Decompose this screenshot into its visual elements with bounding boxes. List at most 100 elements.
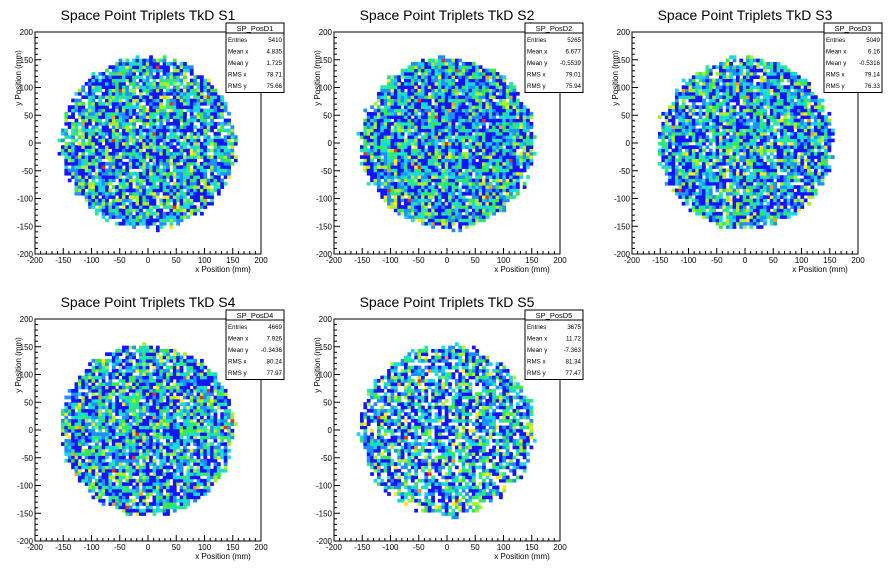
heatmap-cell — [455, 59, 459, 63]
heatmap-cell — [214, 189, 218, 193]
heatmap-cell — [513, 89, 517, 93]
heatmap-cell — [465, 199, 469, 203]
heatmap-cell — [496, 75, 500, 79]
heatmap-cell — [739, 65, 743, 69]
heatmap-cell — [702, 125, 706, 129]
heatmap-cell — [95, 132, 99, 136]
heatmap-cell — [496, 208, 500, 212]
heatmap-cell — [479, 172, 483, 176]
heatmap-cell — [380, 142, 384, 146]
heatmap-cell — [739, 122, 743, 126]
heatmap-cell — [472, 95, 476, 99]
heatmap-cell — [506, 102, 510, 106]
heatmap-cell — [190, 205, 194, 209]
heatmap-cell — [102, 132, 106, 136]
heatmap-cell — [115, 105, 119, 109]
heatmap-cell — [736, 92, 740, 96]
heatmap-cell — [384, 99, 388, 103]
heatmap-cell — [750, 225, 754, 229]
heatmap-cell — [374, 132, 378, 136]
heatmap-cell — [428, 109, 432, 113]
heatmap-cell — [180, 145, 184, 149]
heatmap-cell — [166, 122, 170, 126]
heatmap-cell — [705, 129, 709, 133]
heatmap-cell — [108, 208, 112, 212]
heatmap-cell — [502, 129, 506, 133]
heatmap-cell — [193, 152, 197, 156]
heatmap-cell — [200, 189, 204, 193]
heatmap-cell — [394, 169, 398, 173]
heatmap-cell — [377, 155, 381, 159]
heatmap-cell — [716, 205, 720, 209]
heatmap-cell — [513, 119, 517, 123]
heatmap-cell — [75, 179, 79, 183]
heatmap-cell — [139, 135, 143, 139]
heatmap-cell — [210, 139, 214, 143]
heatmap-cell — [682, 139, 686, 143]
heatmap-cell — [523, 169, 527, 173]
heatmap-cell — [462, 218, 466, 222]
heatmap-cell — [180, 185, 184, 189]
heatmap-cell — [142, 129, 146, 133]
heatmap-cell — [163, 169, 167, 173]
heatmap-cell — [404, 115, 408, 119]
heatmap-cell — [421, 142, 425, 146]
heatmap-cell — [92, 105, 96, 109]
heatmap-cell — [98, 139, 102, 143]
heatmap-cell — [472, 92, 476, 96]
heatmap-cell — [479, 89, 483, 93]
heatmap-cell — [394, 122, 398, 126]
heatmap-cell — [374, 135, 378, 139]
heatmap-cell — [509, 89, 513, 93]
heatmap-cell — [733, 65, 737, 69]
heatmap-cell — [702, 139, 706, 143]
heatmap-cell — [139, 65, 143, 69]
heatmap-cell — [712, 152, 716, 156]
heatmap-cell — [479, 155, 483, 159]
heatmap-cell — [397, 175, 401, 179]
heatmap-cell — [455, 65, 459, 69]
heatmap-cell — [88, 89, 92, 93]
heatmap-cell — [119, 202, 123, 206]
heatmap-cell — [499, 149, 503, 153]
heatmap-cell — [705, 192, 709, 196]
heatmap-cell — [689, 185, 693, 189]
heatmap-cell — [712, 165, 716, 169]
heatmap-cell — [743, 155, 747, 159]
heatmap-cell — [441, 82, 445, 86]
heatmap-cell — [689, 155, 693, 159]
heatmap-cell — [75, 149, 79, 153]
heatmap-cell — [411, 182, 415, 186]
heatmap-cell — [513, 112, 517, 116]
heatmap-cell — [75, 132, 79, 136]
heatmap-cell — [743, 65, 747, 69]
heatmap-cell — [462, 165, 466, 169]
heatmap-cell — [472, 162, 476, 166]
heatmap-cell — [468, 142, 472, 146]
heatmap-cell — [370, 169, 374, 173]
heatmap-cell — [455, 105, 459, 109]
heatmap-cell — [68, 155, 72, 159]
heatmap-cell — [142, 122, 146, 126]
heatmap-cell — [492, 132, 496, 136]
heatmap-cell — [169, 218, 173, 222]
heatmap-cell — [200, 89, 204, 93]
heatmap-cell — [203, 129, 207, 133]
heatmap-cell — [743, 205, 747, 209]
heatmap-cell — [88, 175, 92, 179]
heatmap-cell — [149, 135, 153, 139]
heatmap-cell — [746, 92, 750, 96]
heatmap-cell — [428, 122, 432, 126]
heatmap-cell — [190, 65, 194, 69]
heatmap-cell — [95, 165, 99, 169]
heatmap-cell — [193, 102, 197, 106]
heatmap-cell — [166, 65, 170, 69]
heatmap-cell — [726, 132, 730, 136]
heatmap-cell — [485, 129, 489, 133]
heatmap-cell — [173, 135, 177, 139]
heatmap-cell — [719, 225, 723, 229]
heatmap-cell — [220, 142, 224, 146]
heatmap-cell — [519, 155, 523, 159]
heatmap-cell — [169, 105, 173, 109]
heatmap-cell — [482, 105, 486, 109]
